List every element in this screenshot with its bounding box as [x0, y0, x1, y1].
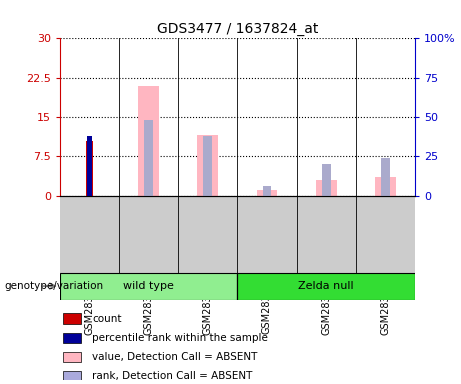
Text: value, Detection Call = ABSENT: value, Detection Call = ABSENT — [92, 352, 257, 362]
Bar — [375, 177, 396, 196]
Bar — [381, 158, 390, 196]
Text: wild type: wild type — [123, 281, 174, 291]
Bar — [64, 352, 81, 362]
Bar — [237, 273, 415, 300]
Bar — [263, 186, 272, 196]
Bar — [64, 371, 81, 382]
Bar — [257, 190, 278, 196]
Bar — [64, 313, 81, 324]
Bar — [64, 333, 81, 343]
Bar — [87, 136, 93, 196]
Text: genotype/variation: genotype/variation — [5, 281, 104, 291]
Text: count: count — [92, 314, 121, 324]
Bar — [144, 120, 153, 196]
Bar — [316, 180, 337, 196]
Text: rank, Detection Call = ABSENT: rank, Detection Call = ABSENT — [92, 371, 252, 381]
Bar — [322, 164, 331, 196]
Bar — [60, 273, 237, 300]
Bar — [203, 136, 212, 196]
Bar — [86, 141, 94, 196]
Title: GDS3477 / 1637824_at: GDS3477 / 1637824_at — [157, 22, 318, 36]
Text: Zelda null: Zelda null — [298, 281, 354, 291]
Text: percentile rank within the sample: percentile rank within the sample — [92, 333, 268, 343]
Bar — [197, 136, 218, 196]
Bar — [138, 86, 159, 196]
